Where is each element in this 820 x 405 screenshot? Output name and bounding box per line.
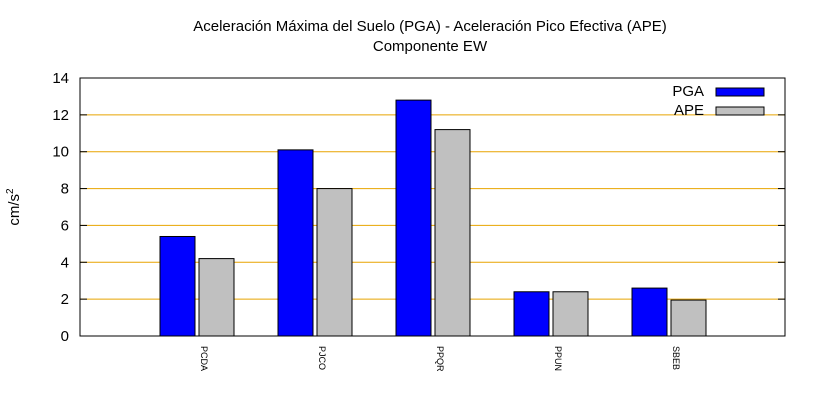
bar-ape-sbeb [670, 299, 707, 337]
legend-label-ape: APE [674, 102, 704, 119]
y-axis-label-superscript: 2 [5, 188, 16, 194]
chart-subtitle: Componente EW [373, 38, 488, 55]
chart-title: Aceleración Máxima del Suelo (PGA) - Ace… [193, 18, 667, 35]
y-tick-label: 10 [52, 144, 69, 161]
legend-swatch-pga [715, 87, 765, 97]
bar-pga-sbeb [631, 287, 668, 337]
bar-ape-pjco [316, 188, 353, 337]
y-tick-label: 6 [61, 217, 69, 234]
axes [79, 77, 786, 337]
category-label: SBEB [671, 346, 681, 370]
legend-label-pga: PGA [672, 83, 704, 100]
category-label: PCDA [199, 346, 209, 371]
category-label: PJCO [317, 346, 327, 370]
legend-swatch-ape [715, 106, 765, 116]
bar-pga-ppun [513, 291, 550, 337]
y-axis-label: cm/s2 [5, 188, 23, 226]
bars [159, 99, 707, 337]
y-tick-label: 2 [61, 291, 69, 308]
bar-ape-ppun [552, 291, 589, 337]
bar-pga-ppqr [395, 99, 432, 337]
y-tick-label: 8 [61, 181, 69, 198]
bar-pga-pjco [277, 149, 314, 337]
y-tick-label: 0 [61, 328, 69, 345]
category-labels: PCDA PJCO PPQR PPUN SBEB [199, 346, 681, 372]
y-tick-label: 4 [61, 254, 69, 271]
bar-ape-pcda [198, 258, 235, 337]
category-label: PPUN [553, 346, 563, 371]
legend: PGA APE [672, 83, 765, 119]
y-tick-label: 12 [52, 107, 69, 124]
y-tick-labels: 0 2 4 6 8 10 12 14 [52, 70, 69, 345]
plot-border [79, 77, 786, 337]
bar-pga-pcda [159, 235, 196, 337]
category-label: PPQR [435, 346, 445, 372]
y-tick-label: 14 [52, 70, 69, 87]
bar-ape-ppqr [434, 129, 471, 337]
